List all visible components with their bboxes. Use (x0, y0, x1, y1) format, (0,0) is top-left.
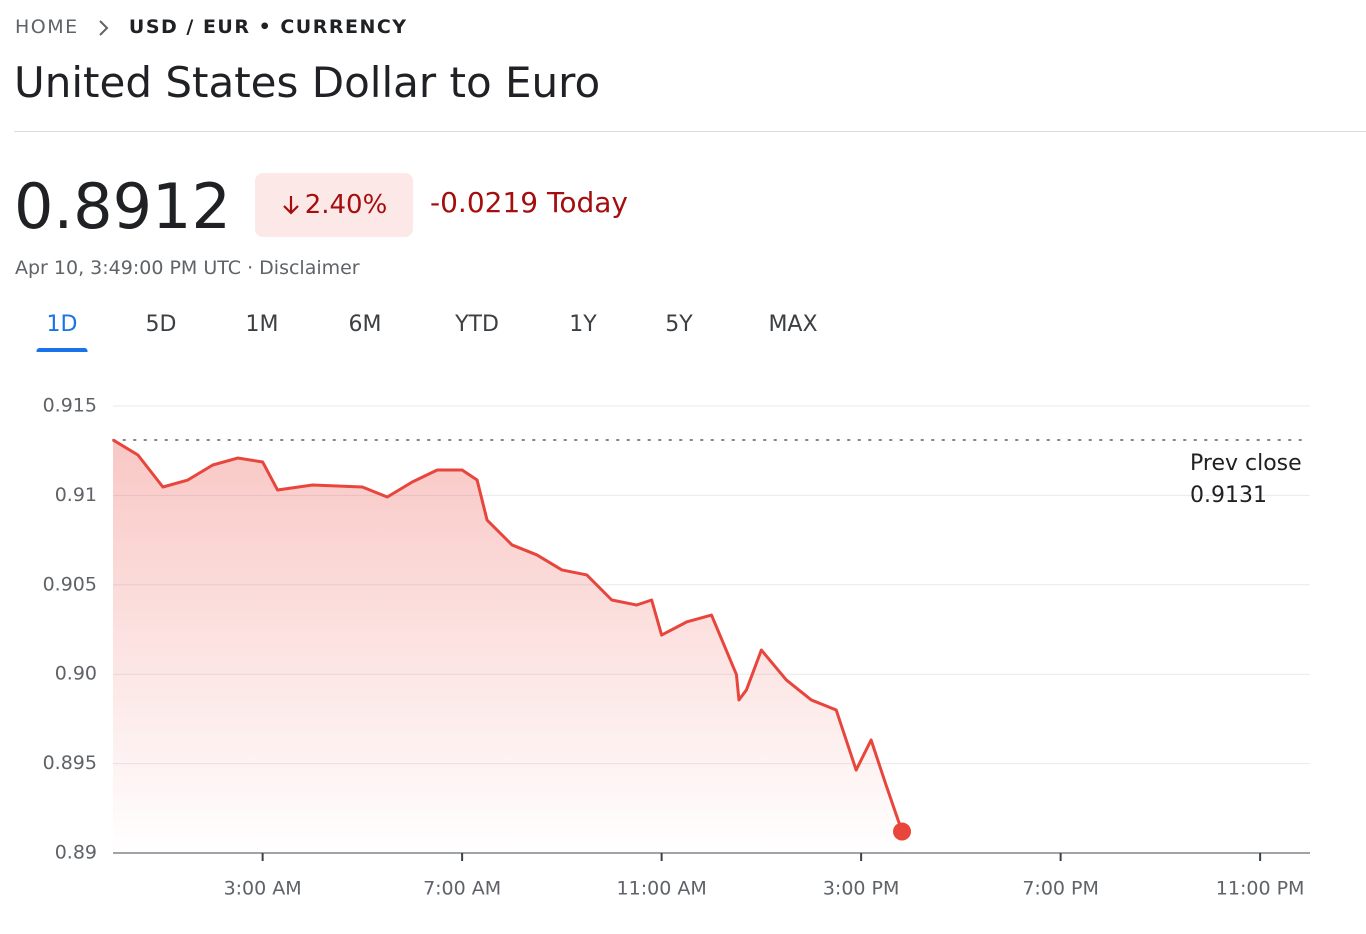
range-tab[interactable]: MAX (768, 312, 818, 337)
change-percent: 2.40% (304, 190, 388, 220)
page-title: United States Dollar to Euro (14, 58, 601, 107)
range-tab[interactable]: 1Y (569, 312, 597, 337)
divider (14, 131, 1366, 132)
last-point (893, 822, 912, 841)
breadcrumb: HOME USD / EUR • CURRENCY (15, 16, 408, 38)
x-tick-label: 11:00 AM (617, 878, 707, 900)
x-tick-label: 7:00 AM (423, 878, 501, 900)
change-period: Today (546, 186, 628, 219)
timestamp: Apr 10, 3:49:00 PM UTC (15, 257, 242, 279)
prev-close-value: 0.9131 (1190, 483, 1267, 508)
x-tick-label: 3:00 AM (224, 878, 302, 900)
disclaimer-link[interactable]: Disclaimer (259, 257, 360, 279)
range-tab[interactable]: 1M (245, 312, 279, 337)
range-tabs: 1D 5D 1M 6M YTD 1Y 5Y MAX (0, 308, 900, 353)
x-tick-label: 7:00 PM (1022, 878, 1099, 900)
change-badge: 2.40% (255, 173, 413, 237)
range-tab[interactable]: YTD (455, 312, 499, 337)
line (112, 438, 904, 833)
down-arrow-icon (282, 196, 299, 215)
y-tick-label: 0.905 (43, 573, 97, 595)
range-tab[interactable]: 1D (36, 312, 88, 352)
breadcrumb-home[interactable]: HOME (15, 16, 79, 38)
breadcrumb-current: USD / EUR • CURRENCY (128, 16, 408, 38)
chart: 0.89 0.895 0.90 0.905 0.91 0.915 3:00 AM 7:00 A… (43, 395, 1311, 900)
y-tick-label: 0.90 (55, 663, 97, 685)
separator: · (247, 257, 254, 279)
area (113, 439, 903, 853)
y-tick-label: 0.91 (55, 484, 97, 506)
prev-close-label: Prev close (1190, 451, 1302, 476)
y-tick-label: 0.89 (55, 842, 97, 864)
price: 0.8912 (14, 170, 231, 243)
timestamp-row: Apr 10, 3:49:00 PM UTC · Disclaimer (15, 257, 360, 279)
change-value: -0.0219 (430, 186, 539, 219)
range-tab[interactable]: 6M (348, 312, 382, 337)
y-tick-label: 0.895 (43, 752, 97, 774)
change: -0.0219 Today (430, 186, 628, 219)
x-tick-label: 3:00 PM (823, 878, 900, 900)
y-tick-label: 0.915 (43, 395, 97, 417)
chevron-icon (99, 19, 109, 36)
x-tick-label: 11:00 PM (1216, 878, 1305, 900)
range-tab[interactable]: 5Y (665, 312, 693, 337)
range-tab[interactable]: 5D (145, 312, 177, 337)
